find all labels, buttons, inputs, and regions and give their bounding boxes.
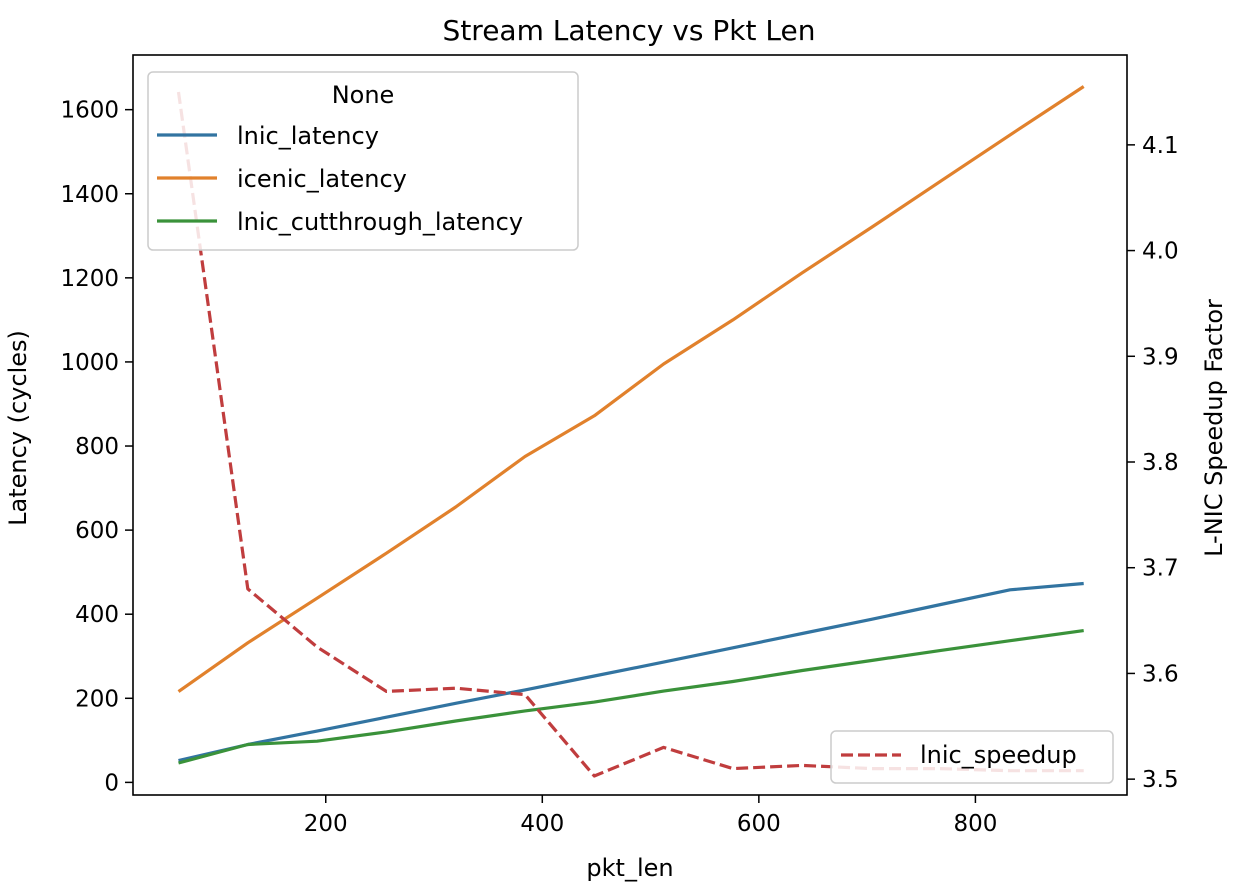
y-tick-label: 0	[104, 770, 119, 796]
y2-tick-label: 3.8	[1142, 450, 1179, 476]
y2-tick-label: 3.5	[1142, 767, 1179, 793]
chart-title: Stream Latency vs Pkt Len	[443, 14, 816, 47]
y2-tick-label: 3.7	[1142, 556, 1179, 582]
legend-label-icenic-latency: icenic_latency	[237, 165, 407, 193]
y-tick-label: 400	[75, 602, 119, 628]
x-axis-title: pkt_len	[586, 854, 673, 882]
legend-label-lnic-speedup: lnic_speedup	[920, 741, 1077, 769]
y2-tick-label: 4.0	[1142, 239, 1179, 265]
y-tick-label: 200	[75, 686, 119, 712]
y2-tick-label: 3.9	[1142, 344, 1179, 370]
legend-label-lnic-latency: lnic_latency	[237, 122, 379, 150]
x-axis: 200 400 600 800	[304, 795, 997, 837]
x-tick-label: 600	[737, 811, 781, 837]
plot-frame	[132, 54, 1128, 796]
legend-speedup: lnic_speedup	[830, 730, 1114, 784]
series-line-lnic-cutthrough-latency	[178, 629, 1084, 765]
y2-axis-title: L-NIC Speedup Factor	[1200, 299, 1228, 557]
x-tick-label: 400	[520, 811, 564, 837]
y-tick-label: 1400	[60, 182, 119, 208]
plot-series	[176, 85, 1085, 778]
y2-tick-label: 4.1	[1142, 133, 1179, 159]
x-tick-label: 800	[953, 811, 997, 837]
series-line-icenic-latency	[177, 85, 1085, 693]
legend-frame	[147, 71, 579, 251]
legend-frame	[830, 730, 1114, 784]
series-line-lnic-latency	[178, 581, 1084, 763]
x-tick-label: 200	[304, 811, 348, 837]
y-axis-left: 0 200 400 600 800 1000 1200 1400 1600	[60, 98, 133, 796]
legend-latency: None lnic_latency icenic_latency lnic_cu…	[147, 71, 579, 251]
y-tick-label: 1600	[60, 98, 119, 124]
y-tick-label: 600	[75, 518, 119, 544]
y-axis-title: Latency (cycles)	[4, 330, 32, 526]
y-tick-label: 1000	[60, 350, 119, 376]
legend-title: None	[332, 81, 395, 109]
y-tick-label: 1200	[60, 266, 119, 292]
y-axis-right: 3.5 3.6 3.7 3.8 3.9 4.0 4.1	[1127, 133, 1179, 793]
y-tick-label: 800	[75, 434, 119, 460]
legend-label-lnic-cutthrough-latency: lnic_cutthrough_latency	[237, 208, 523, 236]
y2-tick-label: 3.6	[1142, 661, 1179, 687]
